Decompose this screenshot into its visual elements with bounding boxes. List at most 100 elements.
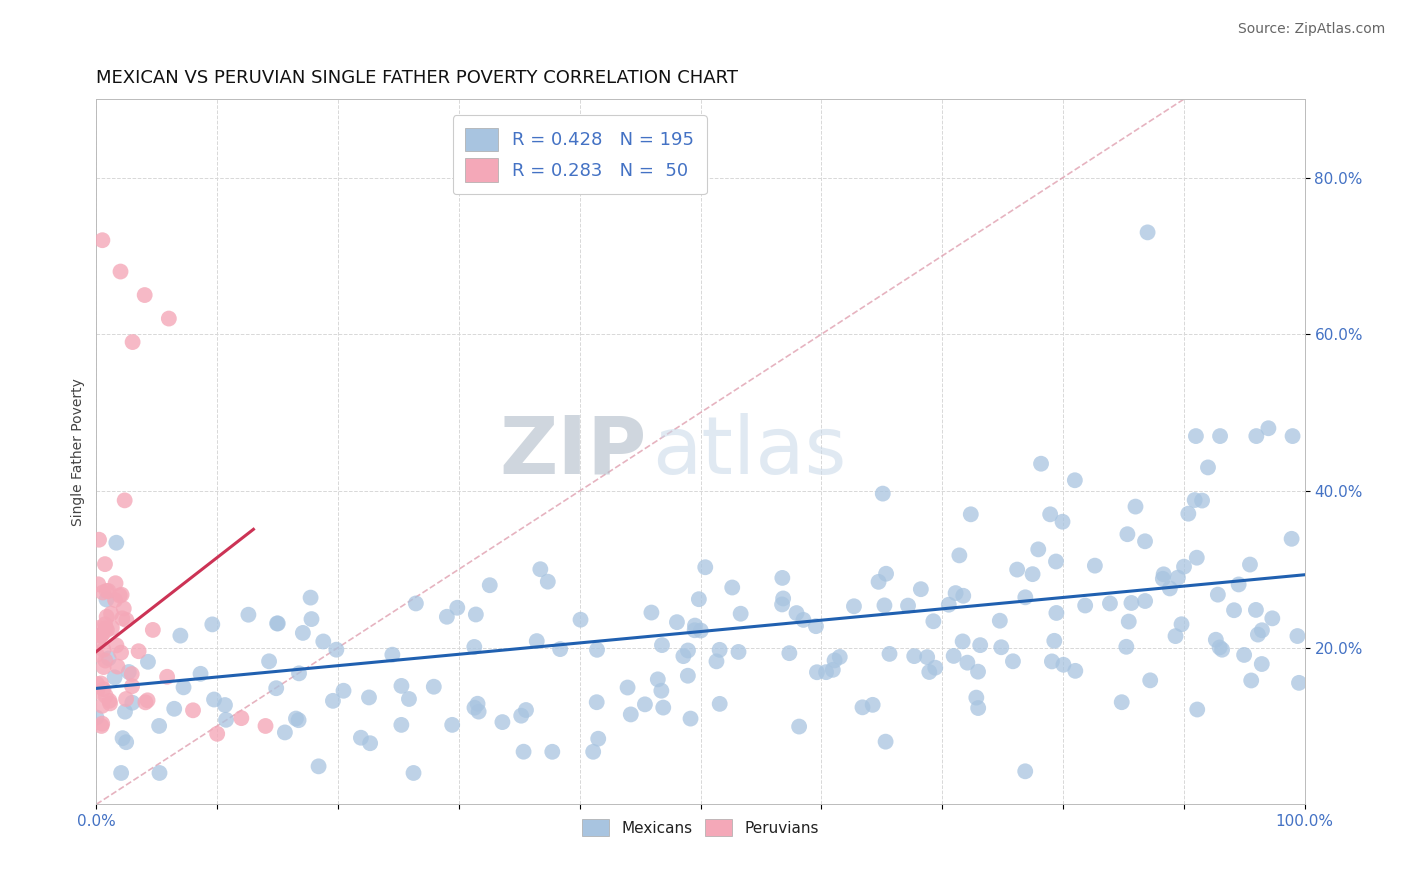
Point: [652, 700, 675, 714]
Point: [325, 642, 347, 657]
Point: [110, 766, 132, 780]
Point: [1111, 695, 1133, 709]
Point: [1227, 577, 1250, 591]
Point: [672, 649, 695, 664]
Point: [128, 644, 150, 658]
Point: [1206, 588, 1229, 602]
Point: [105, 535, 128, 549]
Point: [86, 677, 108, 691]
Point: [391, 679, 413, 693]
Point: [284, 712, 307, 726]
Point: [288, 666, 311, 681]
Point: [515, 703, 537, 717]
Point: [1121, 596, 1143, 610]
Point: [938, 598, 960, 612]
Point: [96, 609, 118, 624]
Point: [121, 696, 143, 710]
Point: [87, 621, 110, 635]
Point: [1167, 571, 1189, 585]
Point: [706, 654, 728, 668]
Point: [359, 736, 381, 750]
Point: [529, 562, 551, 576]
Point: [98, 694, 121, 708]
Point: [1281, 532, 1303, 546]
Point: [86, 684, 108, 698]
Point: [1001, 654, 1024, 668]
Point: [1187, 702, 1209, 716]
Point: [1184, 493, 1206, 508]
Point: [115, 613, 138, 627]
Point: [990, 640, 1012, 655]
Point: [778, 646, 800, 660]
Point: [114, 493, 136, 508]
Point: [491, 715, 513, 730]
Point: [688, 592, 710, 607]
Point: [967, 701, 990, 715]
Point: [1239, 558, 1261, 572]
Point: [163, 702, 186, 716]
Point: [1139, 673, 1161, 688]
Point: [332, 683, 354, 698]
Point: [121, 667, 143, 681]
Point: [1026, 542, 1049, 557]
Point: [110, 588, 132, 602]
Point: [862, 698, 884, 712]
Point: [267, 616, 290, 631]
Point: [287, 713, 309, 727]
Point: [815, 665, 838, 680]
Point: [90, 719, 112, 733]
Point: [1115, 640, 1137, 654]
Point: [86, 648, 108, 662]
Point: [1152, 572, 1174, 586]
Point: [98, 697, 121, 711]
Point: [136, 655, 159, 669]
Point: [1246, 429, 1268, 443]
Point: [1045, 554, 1067, 568]
Point: [96, 592, 118, 607]
Point: [965, 690, 987, 705]
Point: [918, 665, 941, 679]
Point: [512, 745, 534, 759]
Point: [1286, 629, 1309, 643]
Point: [1197, 460, 1219, 475]
Point: [111, 731, 134, 746]
Point: [1261, 611, 1284, 625]
Point: [959, 508, 981, 522]
Point: [464, 607, 486, 622]
Point: [1250, 657, 1272, 671]
Point: [915, 650, 938, 665]
Point: [93, 682, 115, 697]
Point: [91, 716, 114, 731]
Point: [683, 624, 706, 638]
Point: [586, 642, 609, 657]
Point: [111, 611, 134, 625]
Point: [689, 624, 711, 638]
Point: [357, 690, 380, 705]
Point: [100, 607, 122, 621]
Point: [640, 606, 662, 620]
Point: [709, 643, 731, 657]
Point: [616, 681, 638, 695]
Point: [1014, 591, 1036, 605]
Point: [875, 734, 897, 748]
Point: [727, 645, 749, 659]
Point: [548, 642, 571, 657]
Point: [730, 607, 752, 621]
Point: [1233, 648, 1256, 662]
Point: [108, 589, 131, 603]
Point: [86, 710, 108, 724]
Point: [214, 698, 236, 712]
Point: [157, 311, 180, 326]
Point: [441, 718, 464, 732]
Point: [651, 638, 673, 652]
Point: [104, 576, 127, 591]
Point: [350, 731, 373, 745]
Point: [87, 577, 110, 591]
Point: [389, 718, 412, 732]
Point: [1040, 654, 1063, 668]
Point: [94, 689, 117, 703]
Point: [148, 766, 170, 780]
Point: [721, 581, 744, 595]
Point: [792, 613, 814, 627]
Point: [1223, 603, 1246, 617]
